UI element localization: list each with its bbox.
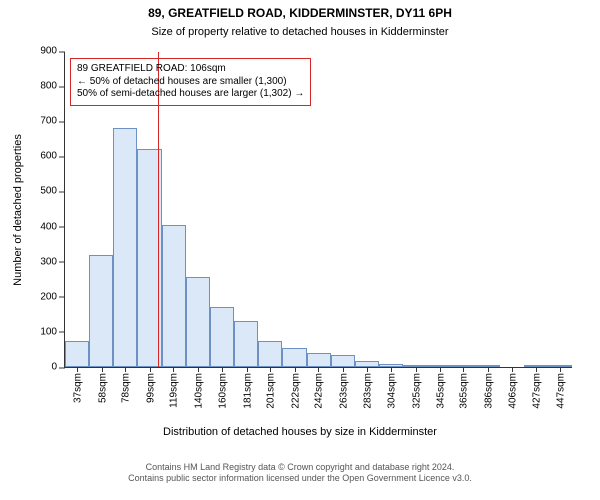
x-tick-label: 140sqm [192, 373, 205, 409]
histogram-bar [282, 348, 306, 367]
y-tick-label: 200 [40, 291, 65, 302]
histogram-bar [427, 365, 451, 367]
x-tick-label: 58sqm [95, 373, 108, 403]
y-tick-label: 800 [40, 81, 65, 92]
footer-line-2: Contains public sector information licen… [0, 473, 600, 484]
histogram-bar [210, 307, 234, 367]
y-tick-label: 400 [40, 221, 65, 232]
histogram-bar [524, 365, 548, 367]
x-tick-label: 119sqm [167, 373, 180, 408]
x-tick-label: 37sqm [70, 373, 83, 403]
x-axis-label: Distribution of detached houses by size … [0, 426, 600, 438]
x-tick-label: 263sqm [337, 373, 350, 409]
annotation-line-3: 50% of semi-detached houses are larger (… [77, 88, 304, 101]
histogram-bar [186, 277, 210, 367]
x-tick-label: 325sqm [410, 373, 423, 409]
histogram-bar [379, 364, 403, 368]
histogram-bar [162, 225, 186, 367]
x-tick-label: 181sqm [240, 373, 253, 409]
histogram-bar [452, 365, 476, 367]
histogram-bar [476, 365, 500, 367]
histogram-bar [331, 355, 355, 367]
annotation-box: 89 GREATFIELD ROAD: 106sqm ← 50% of deta… [70, 58, 311, 106]
y-tick-label: 0 [51, 362, 65, 373]
y-tick-label: 600 [40, 151, 65, 162]
x-tick-label: 406sqm [505, 373, 518, 409]
y-tick-label: 100 [40, 326, 65, 337]
y-tick-label: 700 [40, 116, 65, 127]
footer-attribution: Contains HM Land Registry data © Crown c… [0, 462, 600, 485]
histogram-bar [65, 341, 89, 367]
x-tick-label: 160sqm [215, 373, 228, 409]
histogram-bar [258, 341, 282, 367]
x-tick-label: 242sqm [312, 373, 325, 409]
histogram-bar [89, 255, 113, 367]
histogram-bar [113, 128, 137, 367]
chart-title-line2: Size of property relative to detached ho… [0, 26, 600, 38]
y-axis-label: Number of detached properties [12, 134, 24, 286]
y-tick-label: 500 [40, 186, 65, 197]
x-tick-label: 304sqm [385, 373, 398, 409]
chart-title-line1: 89, GREATFIELD ROAD, KIDDERMINSTER, DY11… [0, 6, 600, 20]
x-tick-label: 365sqm [457, 373, 470, 409]
annotation-line-1: 89 GREATFIELD ROAD: 106sqm [77, 63, 304, 76]
x-tick-label: 345sqm [433, 373, 446, 409]
y-tick-label: 900 [40, 46, 65, 57]
x-tick-label: 99sqm [143, 373, 156, 403]
x-tick-label: 201sqm [264, 373, 277, 409]
footer-line-1: Contains HM Land Registry data © Crown c… [0, 462, 600, 473]
annotation-line-2: ← 50% of detached houses are smaller (1,… [77, 76, 304, 89]
x-tick-label: 222sqm [288, 373, 301, 409]
histogram-bar [403, 365, 427, 367]
x-tick-label: 427sqm [530, 373, 543, 409]
x-tick-label: 78sqm [119, 373, 132, 403]
x-tick-label: 386sqm [482, 373, 495, 409]
chart-container: 89, GREATFIELD ROAD, KIDDERMINSTER, DY11… [0, 0, 600, 500]
x-tick-label: 447sqm [554, 373, 567, 409]
histogram-bar [307, 353, 331, 367]
x-tick-label: 283sqm [360, 373, 373, 409]
histogram-bar [355, 361, 379, 367]
y-tick-label: 300 [40, 256, 65, 267]
histogram-bar [234, 321, 258, 367]
histogram-bar [548, 365, 572, 367]
